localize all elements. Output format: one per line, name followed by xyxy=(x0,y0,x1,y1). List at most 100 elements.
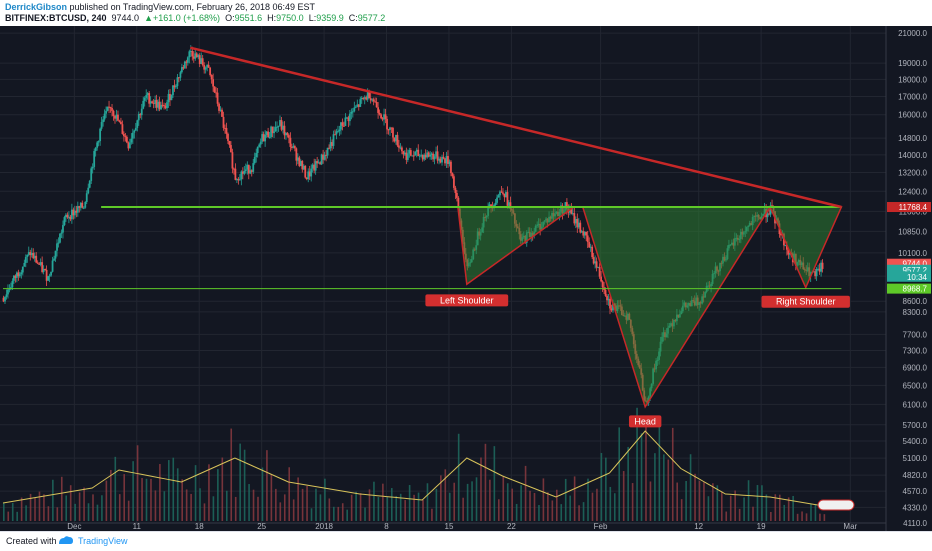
candle-body xyxy=(334,134,336,136)
time-tick-label: Mar xyxy=(843,522,857,531)
volume-bar xyxy=(600,452,603,521)
candle-body xyxy=(403,152,406,155)
chart-canvas[interactable]: Left Shoulder Head Right Shoulder 21000.0 19… xyxy=(0,26,932,531)
candle-body xyxy=(766,213,769,218)
candle-body xyxy=(337,131,339,133)
candle-body xyxy=(415,149,418,152)
volume-bar xyxy=(582,502,585,521)
candle-body xyxy=(439,158,442,163)
candle-body xyxy=(225,128,228,134)
price-tick-label: 10850.0 xyxy=(898,227,927,236)
candle-body xyxy=(136,120,139,128)
volume-bar xyxy=(547,492,549,521)
candle-body xyxy=(149,101,152,104)
candle-body xyxy=(51,260,54,272)
candle-body xyxy=(186,57,189,63)
price-tick-label: 6100.0 xyxy=(903,400,928,409)
volume-bar xyxy=(658,420,661,521)
price-chart[interactable]: Left Shoulder Head Right Shoulder 21000.0 19… xyxy=(0,26,932,531)
candle-body xyxy=(292,146,295,148)
price-tick-label: 4110.0 xyxy=(903,519,927,528)
volume-bar xyxy=(542,478,545,521)
candle-body xyxy=(366,90,369,100)
volume-bar xyxy=(3,503,5,521)
candle-body xyxy=(207,64,210,68)
volume-bar xyxy=(422,499,424,521)
candle-body xyxy=(198,55,201,64)
candle-body xyxy=(238,179,241,181)
volume-bar xyxy=(359,493,362,521)
candle-body xyxy=(288,135,290,138)
volume-bar xyxy=(190,493,192,521)
candle-body xyxy=(78,206,81,208)
candle-body xyxy=(151,101,154,103)
candle-body xyxy=(400,147,403,152)
candle-body xyxy=(41,262,44,272)
author-link[interactable]: DerrickGibson xyxy=(5,2,68,12)
candle-body xyxy=(237,179,240,181)
candle-body xyxy=(285,132,287,136)
price-label: 8968.7 xyxy=(903,285,928,294)
candle-body xyxy=(412,155,415,157)
candle-body xyxy=(241,171,244,174)
candle-body xyxy=(103,113,106,120)
candle-body xyxy=(609,298,611,309)
candle-body xyxy=(85,193,88,202)
candle-body xyxy=(311,164,314,169)
price-tick-label: 14000.0 xyxy=(898,151,927,160)
candle-body xyxy=(442,156,445,159)
volume-bar xyxy=(221,457,224,521)
candle-body xyxy=(24,256,27,263)
candle-body xyxy=(65,214,67,218)
candle-body xyxy=(252,163,255,172)
volume-bar xyxy=(578,505,580,521)
candle-body xyxy=(820,262,822,272)
candle-body xyxy=(224,127,226,129)
candle-body xyxy=(70,209,73,220)
candle-body xyxy=(583,231,586,236)
candle-body xyxy=(494,202,497,205)
candle-body xyxy=(180,67,183,73)
candle-body xyxy=(170,95,173,101)
candle-body xyxy=(817,268,820,270)
volume-bar xyxy=(270,474,273,521)
candle-body xyxy=(768,213,770,215)
volume-bar xyxy=(770,511,772,521)
candle-body xyxy=(273,131,275,134)
volume-bar xyxy=(110,469,112,521)
volume-bar xyxy=(435,488,438,521)
volume-bar xyxy=(105,480,108,521)
candle-body xyxy=(445,156,448,164)
last-price: 9744.0 xyxy=(111,13,140,23)
volume-bar xyxy=(141,478,143,521)
price-label: 11768.4 xyxy=(899,203,928,212)
volume-bar xyxy=(493,446,496,521)
candle-body xyxy=(158,101,161,110)
candle-body xyxy=(82,207,85,209)
candle-body xyxy=(308,171,311,177)
volume-bar xyxy=(462,497,464,521)
candle-body xyxy=(323,154,326,160)
time-tick-label: 22 xyxy=(507,522,516,531)
tradingview-brand[interactable]: TradingView xyxy=(78,536,128,546)
candle-body xyxy=(402,151,405,155)
volume-bar xyxy=(689,454,692,521)
candle-body xyxy=(612,303,614,311)
candle-body xyxy=(453,176,455,188)
volume-bar xyxy=(34,497,36,521)
candle-body xyxy=(351,111,354,113)
volume-bar xyxy=(533,492,536,521)
price-change: +161.0 (+1.68%) xyxy=(153,13,221,23)
volume-bar xyxy=(159,464,161,521)
volume-bar xyxy=(47,506,50,521)
candle-body xyxy=(27,252,30,255)
volume-bar xyxy=(408,485,411,521)
candle-body xyxy=(787,249,790,255)
volume-bar xyxy=(101,495,103,521)
candle-body xyxy=(69,216,72,220)
candle-body xyxy=(13,275,15,281)
candle-body xyxy=(293,146,296,149)
volume-bar xyxy=(7,511,10,521)
candle-body xyxy=(457,197,460,209)
volume-bar xyxy=(203,503,206,521)
